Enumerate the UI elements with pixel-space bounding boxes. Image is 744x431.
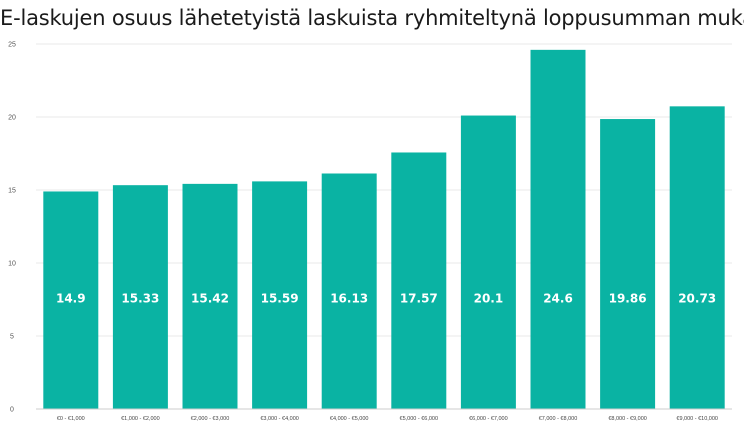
data-label-10: 20.73 [678, 291, 716, 305]
y-tick-label: 5 [10, 334, 14, 341]
x-tick-label: €6,000 - €7,000 [469, 416, 508, 422]
bar-10 [669, 106, 725, 409]
bar-4 [252, 181, 308, 409]
data-label-6: 17.57 [400, 291, 438, 305]
bar-7 [460, 115, 516, 409]
data-label-8: 24.6 [543, 291, 573, 305]
bar-8 [530, 49, 586, 410]
data-label-5: 16.13 [330, 291, 368, 305]
x-axis-ticks: €0 - €1,000 €1,000 - €2,000 €2,000 - €3,00… [57, 416, 718, 422]
y-tick-label: 25 [8, 42, 16, 49]
data-label-4: 15.59 [261, 291, 299, 305]
x-tick-label: €0 - €1,000 [57, 416, 85, 422]
x-tick-label: €7,000 - €8,000 [539, 416, 578, 422]
bar-3 [182, 183, 238, 409]
bar-1 [43, 191, 99, 409]
y-tick-label: 10 [8, 261, 16, 268]
bar-9 [600, 119, 656, 409]
bars [43, 49, 725, 410]
data-label-9: 19.86 [609, 291, 647, 305]
data-label-1: 14.9 [56, 291, 86, 305]
data-label-2: 15.33 [121, 291, 159, 305]
data-labels: 14.9 15.33 15.42 15.59 16.13 17.57 20.1 24.6 19.… [56, 291, 716, 305]
bar-6 [391, 152, 447, 409]
x-tick-label: €2,000 - €3,000 [191, 416, 230, 422]
x-tick-label: €8,000 - €9,000 [608, 416, 647, 422]
x-tick-label: €9,000 - €10,000 [676, 416, 718, 422]
x-tick-label: €1,000 - €2,000 [121, 416, 160, 422]
y-tick-label: 0 [10, 407, 14, 414]
bar-2 [112, 185, 168, 409]
x-tick-label: €4,000 - €5,000 [330, 416, 369, 422]
y-tick-label: 20 [8, 115, 16, 122]
x-tick-label: €5,000 - €6,000 [400, 416, 439, 422]
x-tick-label: €3,000 - €4,000 [260, 416, 299, 422]
bar-5 [321, 173, 377, 409]
y-tick-label: 15 [8, 188, 16, 195]
y-axis-ticks: 0 5 10 15 20 25 [8, 42, 16, 414]
data-label-7: 20.1 [474, 291, 504, 305]
data-label-3: 15.42 [191, 291, 229, 305]
chart-title: E-laskujen osuus lähetetyistä laskuista … [0, 6, 744, 30]
